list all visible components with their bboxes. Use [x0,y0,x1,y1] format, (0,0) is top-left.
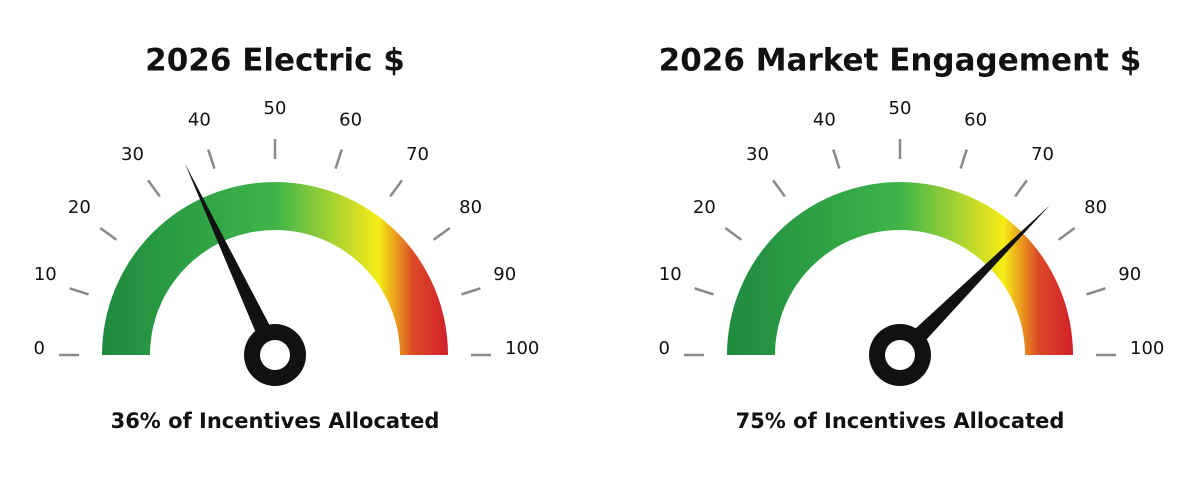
tick-mark [461,287,481,296]
gauge-arc [727,182,1073,355]
tick-mark [724,227,743,241]
tick-mark [334,149,343,169]
tick-label: 30 [121,144,144,165]
tick-label: 60 [339,110,362,131]
tick-label: 20 [693,197,716,218]
tick-label: 90 [493,264,516,285]
tick-label: 50 [889,98,912,119]
tick-label: 70 [1031,144,1054,165]
tick-mark [959,149,968,169]
tick-mark [1014,179,1028,198]
gauge-title: 2026 Market Engagement $ [659,43,1142,79]
tick-label: 30 [746,144,769,165]
tick-label: 0 [659,338,670,359]
tick-label: 60 [964,110,987,131]
tick-mark [694,287,714,296]
tick-label: 10 [659,264,682,285]
tick-mark [69,287,89,296]
tick-label: 80 [1084,197,1107,218]
tick-label: 40 [188,110,211,131]
gauge-caption: 75% of Incentives Allocated [736,409,1065,433]
tick-label: 40 [813,110,836,131]
tick-mark [832,149,841,169]
tick-mark [432,227,451,241]
tick-label: 10 [34,264,57,285]
gauge-arc [102,182,448,355]
tick-label: 90 [1118,264,1141,285]
gauge-title: 2026 Electric $ [145,43,405,79]
tick-label: 50 [264,98,287,119]
gauge-needle [184,163,284,359]
tick-label: 80 [459,197,482,218]
tick-mark [207,149,216,169]
tick-mark [1057,227,1076,241]
gauge-needle [893,205,1050,362]
tick-mark [389,179,403,198]
tick-label: 20 [68,197,91,218]
tick-mark [99,227,118,241]
tick-label: 100 [1130,338,1164,359]
tick-label: 100 [505,338,539,359]
needle-hub-center [260,340,290,370]
tick-mark [147,179,161,198]
tick-label: 70 [406,144,429,165]
tick-label: 0 [34,338,45,359]
needle-hub-center [885,340,915,370]
gauge-caption: 36% of Incentives Allocated [111,409,440,433]
tick-mark [772,179,786,198]
tick-mark [1086,287,1106,296]
